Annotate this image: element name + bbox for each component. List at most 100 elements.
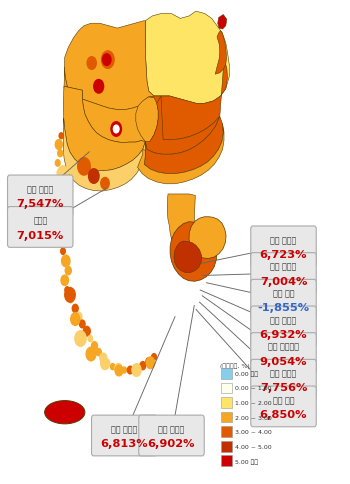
Circle shape bbox=[60, 247, 66, 256]
Circle shape bbox=[127, 366, 133, 374]
Polygon shape bbox=[64, 22, 154, 110]
Text: (전월대비, %): (전월대비, %) bbox=[220, 362, 250, 368]
Polygon shape bbox=[64, 68, 170, 154]
Circle shape bbox=[113, 126, 119, 134]
FancyBboxPatch shape bbox=[251, 227, 316, 267]
Circle shape bbox=[65, 288, 75, 302]
FancyBboxPatch shape bbox=[251, 333, 316, 374]
Polygon shape bbox=[189, 217, 226, 259]
Circle shape bbox=[86, 333, 94, 344]
Circle shape bbox=[66, 269, 70, 273]
Circle shape bbox=[55, 210, 61, 218]
Text: 부산 수영구: 부산 수영구 bbox=[270, 369, 297, 378]
Text: 부산 연제구: 부산 연제구 bbox=[158, 424, 185, 433]
Circle shape bbox=[101, 178, 109, 190]
Circle shape bbox=[89, 169, 99, 184]
Text: 부산 강서구: 부산 강서구 bbox=[111, 424, 137, 433]
Circle shape bbox=[133, 363, 140, 374]
Bar bbox=[220, 397, 232, 408]
Polygon shape bbox=[144, 117, 223, 174]
Polygon shape bbox=[63, 119, 145, 192]
Circle shape bbox=[146, 358, 152, 366]
FancyBboxPatch shape bbox=[251, 360, 316, 400]
Bar bbox=[220, 412, 232, 423]
Circle shape bbox=[57, 191, 61, 197]
Circle shape bbox=[61, 229, 65, 235]
Circle shape bbox=[115, 365, 123, 376]
Circle shape bbox=[100, 354, 106, 363]
Circle shape bbox=[76, 313, 82, 321]
Circle shape bbox=[84, 327, 90, 336]
Circle shape bbox=[78, 158, 90, 176]
Circle shape bbox=[96, 348, 102, 357]
Circle shape bbox=[132, 364, 141, 377]
Text: 경기 평택시: 경기 평택시 bbox=[27, 185, 53, 194]
Circle shape bbox=[101, 358, 109, 370]
Circle shape bbox=[75, 331, 86, 347]
Text: 6,813%: 6,813% bbox=[100, 439, 148, 448]
Circle shape bbox=[105, 359, 111, 367]
Text: 7,015%: 7,015% bbox=[17, 230, 64, 240]
FancyBboxPatch shape bbox=[251, 253, 316, 294]
Text: 9,054%: 9,054% bbox=[260, 356, 307, 366]
Text: 1.00 ~ 2.00: 1.00 ~ 2.00 bbox=[235, 400, 272, 405]
FancyBboxPatch shape bbox=[251, 306, 316, 347]
Text: 7,547%: 7,547% bbox=[16, 199, 64, 209]
Text: 6,723%: 6,723% bbox=[260, 250, 307, 259]
Circle shape bbox=[102, 52, 114, 69]
Text: 부산 동래구: 부산 동래구 bbox=[270, 316, 297, 324]
Circle shape bbox=[146, 357, 155, 369]
FancyBboxPatch shape bbox=[251, 386, 316, 427]
Circle shape bbox=[57, 166, 69, 182]
Circle shape bbox=[110, 363, 115, 370]
Polygon shape bbox=[218, 15, 227, 30]
Circle shape bbox=[55, 224, 68, 241]
Polygon shape bbox=[170, 222, 217, 282]
Circle shape bbox=[58, 239, 62, 245]
Circle shape bbox=[94, 80, 104, 94]
Circle shape bbox=[58, 179, 64, 187]
FancyBboxPatch shape bbox=[139, 415, 204, 456]
Text: 5.00 초과: 5.00 초과 bbox=[235, 458, 258, 464]
FancyBboxPatch shape bbox=[91, 415, 157, 456]
Polygon shape bbox=[215, 31, 226, 75]
Circle shape bbox=[58, 133, 64, 140]
Circle shape bbox=[86, 348, 96, 361]
Polygon shape bbox=[138, 125, 224, 184]
Circle shape bbox=[71, 313, 80, 326]
Bar bbox=[220, 441, 232, 452]
Circle shape bbox=[58, 200, 63, 207]
Polygon shape bbox=[63, 87, 145, 171]
Polygon shape bbox=[143, 60, 228, 140]
Circle shape bbox=[53, 197, 62, 210]
Ellipse shape bbox=[45, 401, 85, 424]
Bar bbox=[220, 383, 232, 393]
Bar bbox=[220, 426, 232, 437]
Polygon shape bbox=[64, 87, 158, 156]
Circle shape bbox=[56, 141, 62, 149]
Text: 0.00 ~ 1.00: 0.00 ~ 1.00 bbox=[235, 386, 271, 391]
Circle shape bbox=[72, 304, 79, 314]
FancyBboxPatch shape bbox=[251, 280, 316, 320]
Circle shape bbox=[150, 352, 158, 362]
Polygon shape bbox=[145, 97, 220, 155]
Text: 세종시: 세종시 bbox=[33, 216, 47, 225]
Text: 2.00 ~ 3.00: 2.00 ~ 3.00 bbox=[235, 415, 272, 420]
Bar bbox=[220, 455, 232, 466]
Polygon shape bbox=[174, 242, 202, 273]
Text: 부산 금정구: 부산 금정구 bbox=[270, 236, 297, 244]
Text: 부산 기장군: 부산 기장군 bbox=[270, 262, 297, 271]
Circle shape bbox=[116, 366, 120, 372]
Circle shape bbox=[62, 256, 70, 267]
Circle shape bbox=[80, 321, 84, 327]
Text: 0.00 이하: 0.00 이하 bbox=[235, 371, 258, 377]
Text: 7,004%: 7,004% bbox=[260, 276, 307, 286]
Circle shape bbox=[65, 287, 70, 294]
Text: 6,850%: 6,850% bbox=[260, 409, 307, 419]
Circle shape bbox=[140, 363, 145, 369]
Circle shape bbox=[92, 343, 97, 349]
Circle shape bbox=[68, 296, 74, 304]
Text: 6,932%: 6,932% bbox=[260, 330, 307, 339]
Text: 3.00 ~ 4.00: 3.00 ~ 4.00 bbox=[235, 429, 272, 434]
Circle shape bbox=[122, 367, 126, 373]
